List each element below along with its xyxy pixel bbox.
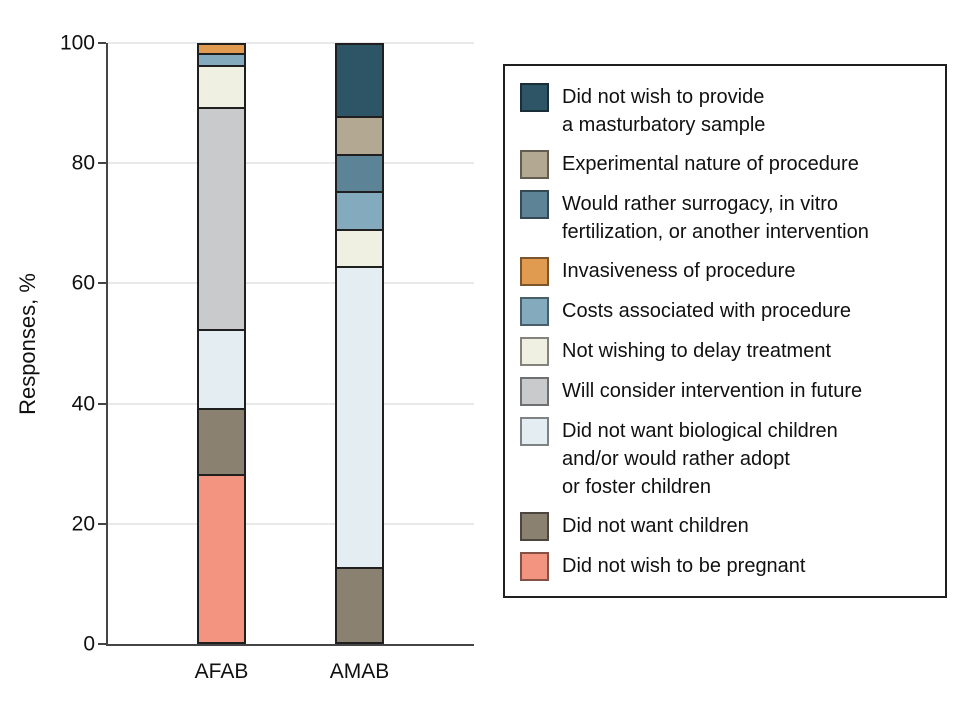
legend-swatch	[520, 257, 549, 286]
legend-label-line: Did not want biological children	[562, 420, 838, 442]
y-tick-0	[98, 643, 106, 645]
legend-label: Did not wish to provide a masturbatory sa…	[562, 83, 765, 139]
legend-label-line: Did not want children	[562, 515, 749, 537]
x-label-afab: AFAB	[194, 660, 249, 683]
bar-segment	[335, 118, 384, 156]
legend-item: Would rather surrogacy, in vitro fertiliz…	[520, 190, 931, 246]
bar-segment	[335, 568, 384, 644]
gridline-100	[108, 42, 474, 44]
legend-label-line: Invasiveness of procedure	[562, 260, 796, 282]
legend-item: Did not want biological children and/or w…	[520, 417, 931, 501]
legend-label: Experimental nature of procedure	[562, 150, 859, 178]
bar-segment	[197, 55, 246, 68]
gridline-80	[108, 162, 474, 165]
bar-segment	[197, 475, 246, 644]
legend-label: Costs associated with procedure	[562, 297, 851, 325]
legend-label: Did not wish to be pregnant	[562, 552, 806, 580]
y-tick-label-20: 20	[71, 512, 95, 536]
legend-label-line: or foster children	[562, 476, 711, 498]
legend-item: Experimental nature of procedure	[520, 150, 931, 179]
y-tick-100	[98, 42, 106, 44]
bar-afab	[197, 43, 246, 644]
legend-label: Would rather surrogacy, in vitro fertiliz…	[562, 190, 869, 246]
y-tick-label-40: 40	[71, 392, 95, 416]
legend-swatch	[520, 297, 549, 326]
legend-swatch	[520, 150, 549, 179]
y-tick-label-0: 0	[83, 632, 95, 656]
legend-label: Did not want children	[562, 512, 749, 540]
y-tick-60	[98, 282, 106, 285]
bar-segment	[197, 43, 246, 56]
bar-segment	[197, 331, 246, 410]
bar-segment	[335, 230, 384, 269]
y-tick-20	[98, 522, 106, 525]
legend-label: Invasiveness of procedure	[562, 257, 795, 285]
bar-segment	[197, 67, 246, 110]
gridline-20	[108, 522, 474, 525]
legend-label-line: and/or would rather adopt	[562, 448, 790, 470]
legend-label-line: Not wishing to delay treatment	[562, 340, 832, 362]
bar-segment	[335, 43, 384, 119]
legend-label-line: Would rather surrogacy, in vitro	[562, 193, 839, 215]
legend-label-line: Experimental nature of procedure	[562, 153, 859, 175]
bar-amab	[335, 43, 384, 644]
y-tick-label-80: 80	[71, 151, 95, 175]
gridline-60	[108, 282, 474, 285]
legend-swatch	[520, 552, 549, 581]
legend-label-line: a masturbatory sample	[562, 114, 766, 136]
bar-segment	[335, 268, 384, 569]
x-label-amab: AMAB	[329, 660, 390, 683]
y-tick-40	[98, 402, 106, 405]
legend-label: Did not want biological children and/or w…	[562, 417, 838, 501]
y-tick-label-60: 60	[71, 271, 95, 295]
legend-swatch	[520, 377, 549, 406]
legend-item: Not wishing to delay treatment	[520, 337, 931, 366]
legend-item: Costs associated with procedure	[520, 297, 931, 326]
legend-item: Did not wish to provide a masturbatory sa…	[520, 83, 931, 139]
plot-area: 0 20 40 60 80 100 AFAB AMAB	[60, 33, 474, 683]
legend: Did not wish to provide a masturbatory sa…	[503, 64, 947, 598]
legend-swatch	[520, 190, 549, 219]
legend-label-line: Did not wish to provide	[562, 86, 765, 108]
bar-segment	[197, 109, 246, 332]
legend-swatch	[520, 512, 549, 541]
bar-segment	[335, 193, 384, 231]
legend-swatch	[520, 417, 549, 446]
legend-label: Not wishing to delay treatment	[562, 337, 831, 365]
bar-segment	[335, 155, 384, 194]
legend-item: Did not want children	[520, 512, 931, 541]
bar-segment	[197, 409, 246, 476]
y-axis-title: Responses, %	[15, 273, 40, 415]
y-tick-label-100: 100	[59, 31, 95, 55]
legend-swatch	[520, 337, 549, 366]
legend-item: Did not wish to be pregnant	[520, 552, 931, 581]
legend-label-line: Costs associated with procedure	[562, 300, 852, 322]
legend-item: Invasiveness of procedure	[520, 257, 931, 286]
legend-item: Will consider intervention in future	[520, 377, 931, 406]
y-tick-80	[98, 162, 106, 165]
gridline-40	[108, 402, 474, 405]
legend-label-line: Did not wish to be pregnant	[562, 555, 806, 577]
legend-swatch	[520, 83, 549, 112]
legend-label-line: fertilization, or another intervention	[562, 221, 869, 243]
legend-label: Will consider intervention in future	[562, 377, 862, 405]
legend-label-line: Will consider intervention in future	[562, 380, 863, 402]
